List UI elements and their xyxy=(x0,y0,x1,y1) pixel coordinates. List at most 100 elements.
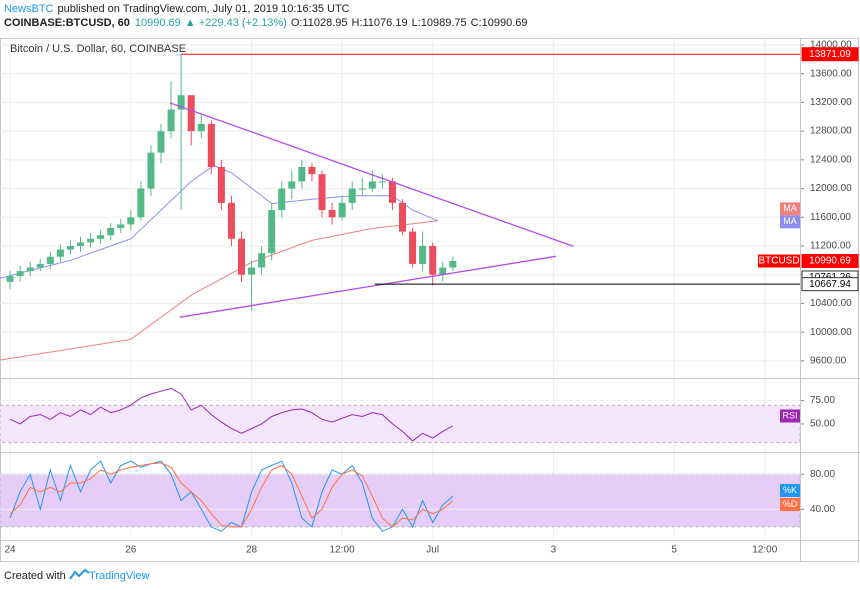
header-line: COINBASE:BTCUSD, 60 10990.69 ▲ +229.43 (+2… xyxy=(4,17,528,29)
candle-body xyxy=(298,167,306,182)
symbol-tag: BTCUSD xyxy=(758,256,799,267)
candle-body xyxy=(328,210,336,218)
legend-label: MA xyxy=(783,216,797,226)
indicator-line xyxy=(9,387,454,442)
candle-body xyxy=(77,242,85,246)
y-tick-label: 75.00 xyxy=(810,395,835,406)
x-tick-label: 12:00 xyxy=(752,545,777,556)
candle-body xyxy=(46,256,54,264)
y-tick-label: 80.00 xyxy=(810,469,835,480)
y-tick-label: 12800.00 xyxy=(810,126,852,137)
author[interactable]: NewsBTC xyxy=(4,3,54,15)
candle-body xyxy=(278,188,286,211)
candle-body xyxy=(308,167,316,175)
symbol: COINBASE:BTCUSD, 60 xyxy=(4,17,130,29)
indicator-line xyxy=(9,460,454,532)
candle-body xyxy=(368,181,376,189)
x-tick-label: Jul xyxy=(426,545,439,556)
y-tick-label: 10400.00 xyxy=(810,298,852,309)
candle-body xyxy=(26,267,34,272)
candle-body xyxy=(429,245,437,275)
footer-brand[interactable]: TradingView xyxy=(89,570,150,582)
y-tick-label: 12000.00 xyxy=(810,183,852,194)
candle-body xyxy=(97,235,105,239)
level-label-box xyxy=(801,277,859,292)
candle-body xyxy=(87,238,95,243)
legend-box xyxy=(780,498,800,511)
legend-box xyxy=(780,484,800,497)
legend-box xyxy=(780,409,800,423)
candle-body xyxy=(248,267,256,275)
x-tick-label: 28 xyxy=(246,545,258,556)
open: O:11028.95 xyxy=(291,17,348,29)
candle-body xyxy=(177,95,185,110)
close: C:10990.69 xyxy=(471,17,528,29)
high: H:11076.19 xyxy=(352,17,408,29)
candle-body xyxy=(318,174,326,211)
legend-label: RSI xyxy=(782,410,797,420)
candle-body xyxy=(56,249,64,257)
legend-box xyxy=(780,202,800,216)
published: published on TradingView.com, July 01, 2… xyxy=(58,3,350,15)
candle-body xyxy=(268,210,276,254)
last-price-label-box xyxy=(801,254,859,269)
logo xyxy=(69,568,90,580)
y-tick-label: 11200.00 xyxy=(810,241,851,252)
y-tick-label: 40.00 xyxy=(810,504,835,515)
candle-body xyxy=(419,245,427,264)
change: ▲ +229.43 (+2.13%) xyxy=(185,17,287,29)
x-tick-label: 3 xyxy=(551,545,557,556)
panel-title: Bitcoin / U.S. Dollar, 60, COINBASE xyxy=(10,43,186,55)
legend-label: MA xyxy=(783,203,797,213)
indicator-line xyxy=(9,462,454,528)
candle-body xyxy=(6,276,14,282)
candle-body xyxy=(288,181,296,189)
y-tick-label: 9600.00 xyxy=(810,355,847,366)
candle-body xyxy=(388,181,396,203)
candle-body xyxy=(439,267,447,275)
candle-body xyxy=(449,261,457,268)
level-label: 13871.09 xyxy=(809,49,851,60)
frame xyxy=(0,38,859,562)
trendline xyxy=(179,255,557,318)
header-line: NewsBTC published on TradingView.com, Jul… xyxy=(4,3,350,15)
x-tick-label: 12:00 xyxy=(330,545,355,556)
y-tick-label: 10000.00 xyxy=(810,327,852,338)
symbol-tag-box xyxy=(758,254,800,268)
candle-body xyxy=(217,167,225,203)
candle-body xyxy=(238,238,246,275)
y-tick-label: 14000.00 xyxy=(810,40,852,51)
candle-body xyxy=(36,263,44,268)
candle-body xyxy=(378,181,386,183)
y-tick-label: 50.00 xyxy=(810,419,835,430)
candle-body xyxy=(227,202,235,239)
last-price-label: 10990.69 xyxy=(809,256,851,267)
candle-body xyxy=(117,224,125,229)
legend-label: %K xyxy=(783,485,797,495)
candle-body xyxy=(167,109,175,132)
candle-body xyxy=(16,271,24,277)
y-tick-label: 13200.00 xyxy=(810,97,852,108)
candle-body xyxy=(348,188,356,203)
low: L:10989.75 xyxy=(412,17,467,29)
candle-body xyxy=(409,231,417,264)
candle-body xyxy=(338,202,346,218)
candle-body xyxy=(127,217,135,225)
candle-body xyxy=(187,95,195,132)
candle-body xyxy=(137,188,145,218)
trendline xyxy=(169,102,574,248)
candle-body xyxy=(147,152,155,189)
candle-body xyxy=(107,228,115,236)
candle-body xyxy=(66,245,74,250)
level-label: 10667.94 xyxy=(809,279,851,290)
x-tick-label: 26 xyxy=(125,545,137,556)
y-tick-label: 11600.00 xyxy=(810,212,851,223)
x-tick-label: 24 xyxy=(5,545,17,556)
candle-body xyxy=(207,123,215,168)
level-label-box xyxy=(801,47,859,62)
moving-average xyxy=(0,220,438,361)
candle-body xyxy=(258,253,266,268)
legend-label: %D xyxy=(783,499,798,509)
